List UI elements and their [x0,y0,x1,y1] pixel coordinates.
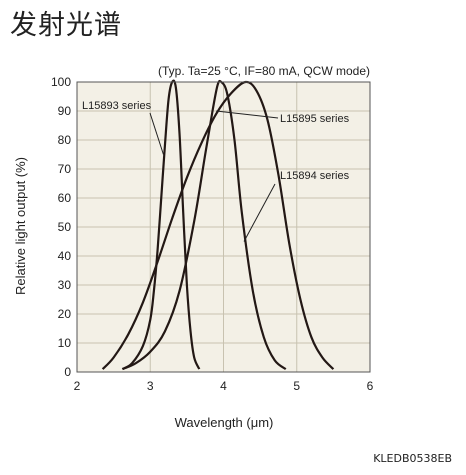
annotation-l15894: L15894 series [280,170,350,182]
page-title: 发射光谱 [10,10,122,41]
x-tick-label: 6 [367,379,374,393]
y-axis-label: Relative light output (%) [13,157,28,295]
y-tick-label: 50 [58,220,72,234]
plot-frame [76,81,371,373]
x-axis-label: Wavelength (μm) [175,415,274,430]
y-tick-label: 40 [58,249,72,263]
x-tick-label: 5 [293,379,300,393]
leader-l15895 [216,110,279,119]
x-tick-label: 3 [147,379,154,393]
y-tick-label: 20 [58,307,72,321]
leader-l15894 [243,183,276,242]
grid-lines [77,82,370,372]
leader-l15893 [149,112,164,155]
y-tick-label: 100 [51,75,71,89]
series-line-l15895 [101,80,335,370]
y-tick-label: 10 [58,336,72,350]
y-tick-label: 30 [58,278,72,292]
annotation-leaders [149,110,279,242]
y-tick-label: 60 [58,191,72,205]
axes: 0 10 20 30 40 50 60 70 80 90 100 2 3 4 5 6 [51,75,374,393]
series-line-l15894 [121,79,287,371]
x-tick-label: 2 [74,379,81,393]
figure-code: KLEDB0538EB [373,452,452,465]
x-tick-label: 4 [220,379,227,393]
y-tick-label: 0 [64,365,71,379]
conditions-note: (Typ. Ta=25 °C, IF=80 mA, QCW mode) [158,64,370,78]
series-line-l15893 [121,79,201,371]
y-tick-label: 80 [58,133,72,147]
annotation-l15895: L15895 series [280,113,350,125]
y-tick-label: 70 [58,162,72,176]
annotation-l15893: L15893 series [82,100,152,112]
series-lines [101,79,335,371]
y-tick-label: 90 [58,104,72,118]
